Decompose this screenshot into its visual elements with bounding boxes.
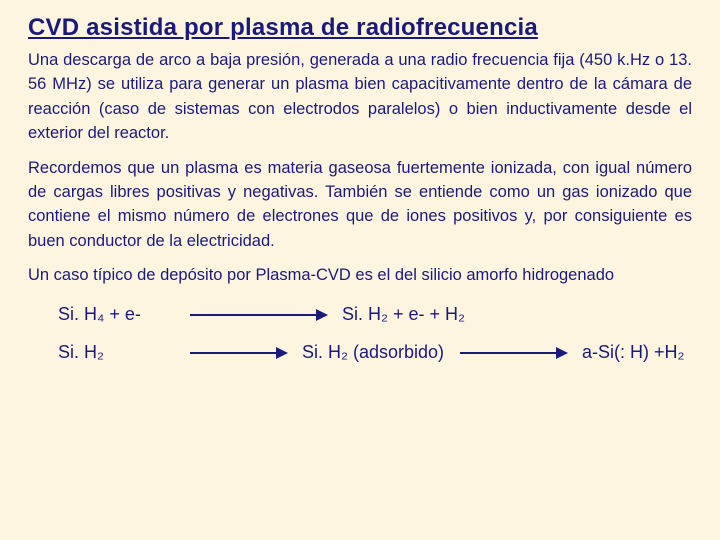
- reaction-2-left: Si. H₂: [28, 342, 188, 363]
- reaction-2-mid: Si. H₂ (adsorbido): [288, 342, 444, 363]
- page-title: CVD asistida por plasma de radiofrecuenc…: [28, 14, 692, 42]
- paragraph-2: Recordemos que un plasma es materia gase…: [28, 156, 692, 254]
- reaction-row-2: Si. H₂ Si. H₂ (adsorbido) a-Si(: H) +H₂: [28, 334, 692, 372]
- arrow-icon: [188, 343, 288, 363]
- arrow-icon: [188, 305, 328, 325]
- reaction-1-left: Si. H₄ + e-: [28, 304, 188, 325]
- reaction-row-1: Si. H₄ + e- Si. H₂ + e- + H₂: [28, 296, 692, 334]
- reaction-1-right: Si. H₂ + e- + H₂: [328, 304, 465, 325]
- reaction-2-right: a-Si(: H) +H₂: [568, 342, 685, 363]
- paragraph-1: Una descarga de arco a baja presión, gen…: [28, 48, 692, 146]
- arrow-icon: [458, 343, 568, 363]
- paragraph-3: Un caso típico de depósito por Plasma-CV…: [28, 263, 692, 287]
- reaction-block: Si. H₄ + e- Si. H₂ + e- + H₂ Si. H₂ Si. …: [28, 296, 692, 372]
